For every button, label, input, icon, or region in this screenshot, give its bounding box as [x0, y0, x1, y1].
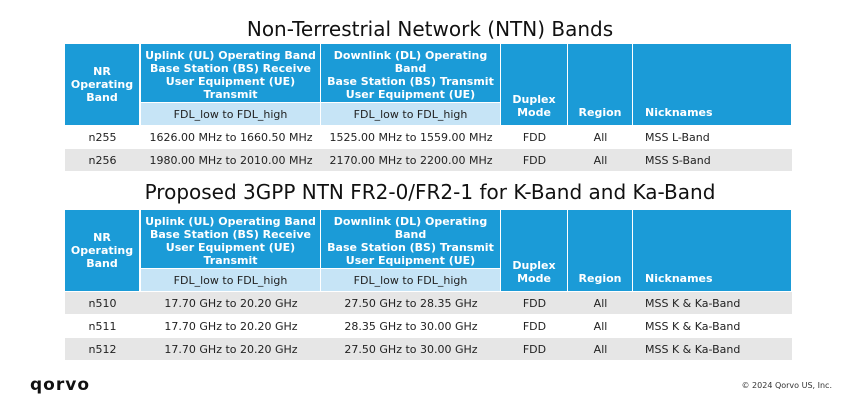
header-line: Operating [70, 78, 134, 91]
column-header: NR Operating Band [65, 210, 139, 291]
table-cell: 28.35 GHz to 30.00 GHz [344, 319, 478, 333]
table-cell: 27.50 GHz to 30.00 GHz [344, 342, 478, 356]
column-header: Uplink (UL) Operating Band Base Station (… [141, 210, 320, 268]
table-cell: n511 [88, 319, 117, 333]
table-cell: n512 [88, 342, 117, 356]
table-cell: FDD [522, 296, 547, 310]
table-cell: 17.70 GHz to 20.20 GHz [164, 296, 298, 310]
column-header: Duplex Mode [501, 44, 567, 125]
table-cell: FDD [522, 153, 547, 167]
table-cell: 1980.00 MHz to 2010.00 MHz [149, 153, 313, 167]
table-cell: n256 [88, 153, 117, 167]
table-cell: All [593, 319, 608, 333]
subheader: FDL_low to FDL_high [141, 103, 320, 125]
row-bg [65, 292, 792, 314]
column-header: Duplex Mode [501, 210, 567, 291]
header-line: NR [93, 65, 111, 78]
table-cell: n255 [88, 130, 117, 144]
column-header: Uplink (UL) Operating Band Base Station (… [141, 44, 320, 102]
table-cell: All [593, 153, 608, 167]
row-bg [65, 315, 792, 337]
table-cell: All [593, 130, 608, 144]
column-header: Nicknames [633, 210, 791, 291]
column-header: Downlink (DL) Operating Band Base Station… [321, 210, 500, 280]
header-line: Downlink (DL) Operating Band [333, 215, 488, 241]
column-header: Region [568, 44, 632, 125]
subheader: FDL_low to FDL_high [321, 103, 500, 125]
column-header: Downlink (DL) Operating Band Base Station… [321, 44, 500, 114]
header-line: Operating [70, 244, 134, 257]
header-line: Band [86, 257, 118, 270]
header-line: Uplink (UL) Operating Band [145, 49, 316, 62]
table-cell: 17.70 GHz to 20.20 GHz [164, 342, 298, 356]
header-line: Nicknames [645, 106, 713, 119]
header-line: Base Station (BS) Receive [150, 62, 311, 75]
table-title: Non-Terrestrial Network (NTN) Bands [246, 17, 614, 41]
table-cell: MSS K & Ka-Band [645, 342, 741, 356]
row-bg [65, 126, 792, 148]
subheader: FDL_low to FDL_high [321, 269, 500, 291]
header-line: Band [86, 91, 118, 104]
table-cell: 17.70 GHz to 20.20 GHz [164, 319, 298, 333]
row-bg [65, 338, 792, 360]
row-bg [65, 149, 792, 171]
table-cell: FDD [522, 319, 547, 333]
table-cell: MSS K & Ka-Band [645, 319, 741, 333]
header-line: Uplink (UL) Operating Band [145, 215, 316, 228]
table-cell: All [593, 296, 608, 310]
header-line: Base Station (BS) Transmit [327, 75, 494, 88]
header-line: User Equipment (UE) Transmit [165, 75, 296, 101]
table-cell: MSS K & Ka-Band [645, 296, 741, 310]
subheader: FDL_low to FDL_high [141, 269, 320, 291]
header-line: Base Station (BS) Transmit [327, 241, 494, 254]
table-cell: FDD [522, 130, 547, 144]
table-cell: All [593, 342, 608, 356]
header-line: Base Station (BS) Receive [150, 228, 311, 241]
table-cell: 27.50 GHz to 28.35 GHz [344, 296, 478, 310]
table-cell: 1626.00 MHz to 1660.50 MHz [149, 130, 313, 144]
header-line: Nicknames [645, 272, 713, 285]
header-line: NR [93, 231, 111, 244]
header-line: Region [578, 106, 622, 119]
column-header: NR Operating Band [65, 44, 139, 125]
column-header: Region [568, 210, 632, 291]
table-cell: 1525.00 MHz to 1559.00 MHz [329, 130, 493, 144]
table-title: Proposed 3GPP NTN FR2-0/FR2-1 for K-Band… [144, 180, 716, 204]
header-line: Mode [517, 272, 551, 285]
table-cell: MSS S-Band [645, 153, 711, 167]
header-line: Region [578, 272, 622, 285]
column-header: Nicknames [633, 44, 791, 125]
logo: qorvo [30, 375, 90, 395]
header-line: Duplex [512, 259, 556, 272]
header-line: User Equipment (UE) Transmit [165, 241, 296, 267]
table-cell: 2170.00 MHz to 2200.00 MHz [329, 153, 493, 167]
header-line: Mode [517, 106, 551, 119]
header-line: Duplex [512, 93, 556, 106]
copyright: © 2024 Qorvo US, Inc. [741, 381, 833, 390]
header-line: Downlink (DL) Operating Band [333, 49, 488, 75]
table-cell: n510 [88, 296, 117, 310]
table-cell: MSS L-Band [645, 130, 710, 144]
table-cell: FDD [522, 342, 547, 356]
